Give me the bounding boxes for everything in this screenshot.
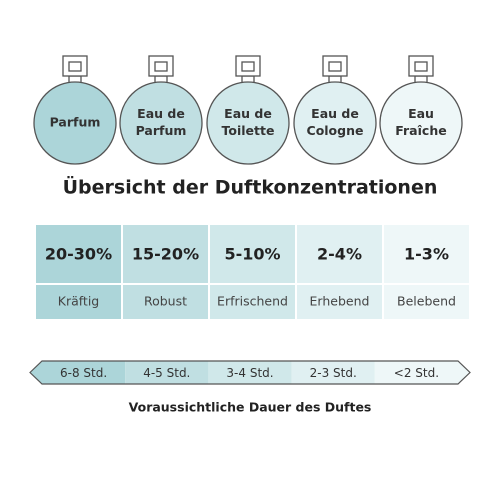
cell xyxy=(297,225,382,283)
cell xyxy=(36,225,121,283)
duration-segment xyxy=(125,361,209,384)
bottle-body xyxy=(206,81,290,165)
bottle-body xyxy=(119,81,203,165)
bottle-body xyxy=(379,81,463,165)
bottle-label: Fraîche xyxy=(395,123,446,138)
concentration: 20-30% xyxy=(45,245,112,264)
bottle-spray xyxy=(154,61,168,72)
duration-segment xyxy=(291,361,375,384)
cell xyxy=(36,285,121,319)
bottle-body xyxy=(33,81,117,165)
duration-label: 4-5 Std. xyxy=(143,366,190,380)
cell xyxy=(123,285,208,319)
bottle-spray xyxy=(414,61,428,72)
duration-label: <2 Std. xyxy=(394,366,439,380)
cell xyxy=(297,285,382,319)
bottle-label: Parfum xyxy=(136,123,187,138)
title: Übersicht der Duftkonzentrationen xyxy=(63,175,438,199)
bottle-spray xyxy=(68,61,82,72)
duration-segment xyxy=(30,361,126,384)
bottle-label: Eau de xyxy=(311,106,359,121)
bottle-spray xyxy=(241,61,255,72)
bottle-label: Toilette xyxy=(222,123,275,138)
character: Belebend xyxy=(397,294,456,309)
duration-segment xyxy=(374,361,470,384)
character: Erfrischend xyxy=(217,294,288,309)
bottle-label: Eau de xyxy=(137,106,185,121)
character: Kräftig xyxy=(58,294,100,309)
duration-label: 6-8 Std. xyxy=(60,366,107,380)
character: Robust xyxy=(144,294,187,309)
bottle-label: Eau xyxy=(408,106,434,121)
cell xyxy=(210,285,295,319)
bottle-spray xyxy=(328,61,342,72)
bottle-body xyxy=(293,81,377,165)
cell xyxy=(123,225,208,283)
cell xyxy=(384,285,469,319)
duration-outline xyxy=(29,360,471,385)
cell xyxy=(210,225,295,283)
bottle-label: Parfum xyxy=(50,115,101,130)
concentration: 2-4% xyxy=(317,245,362,264)
concentration: 15-20% xyxy=(132,245,199,264)
duration-label: 2-3 Std. xyxy=(310,366,357,380)
bottle-label: Cologne xyxy=(307,123,364,138)
concentration: 5-10% xyxy=(224,245,280,264)
cell xyxy=(384,225,469,283)
bottle-label: Eau de xyxy=(224,106,272,121)
character: Erhebend xyxy=(310,294,370,309)
concentration: 1-3% xyxy=(404,245,449,264)
duration-segment xyxy=(208,361,292,384)
caption: Voraussichtliche Dauer des Duftes xyxy=(129,400,372,415)
duration-label: 3-4 Std. xyxy=(226,366,273,380)
